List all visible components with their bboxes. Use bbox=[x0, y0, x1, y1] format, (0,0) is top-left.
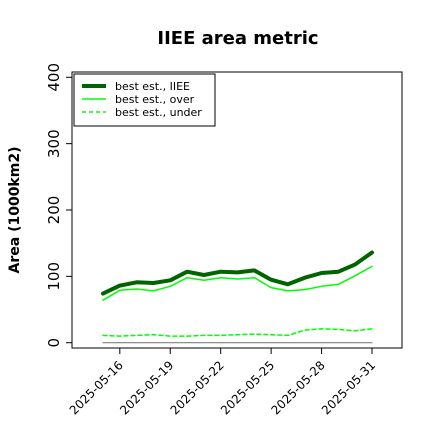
series-layer bbox=[101, 250, 374, 344]
series-line-best-est-over bbox=[102, 265, 373, 301]
y-axis-label: Area (1000km2) bbox=[7, 147, 23, 274]
y-tick-label: 200 bbox=[45, 196, 63, 225]
chart-title: IIEE area metric bbox=[157, 28, 318, 49]
legend-label-best-est-under: best est., under bbox=[115, 106, 202, 119]
y-tick-label: 100 bbox=[45, 262, 63, 291]
series-line-best-est-under bbox=[102, 328, 373, 337]
y-tick-label: 0 bbox=[45, 338, 63, 348]
legend-label-best-est-over: best est., over bbox=[115, 93, 195, 106]
legend-label-best-est-iiee: best est., IIEE bbox=[115, 80, 190, 93]
series-line-best-est-iiee bbox=[101, 250, 374, 296]
legend-box bbox=[73, 73, 216, 127]
y-tick-label: 400 bbox=[45, 63, 63, 92]
x-tick-label: 2025-05-31 bbox=[319, 358, 378, 417]
y-tick-label: 300 bbox=[45, 129, 63, 158]
